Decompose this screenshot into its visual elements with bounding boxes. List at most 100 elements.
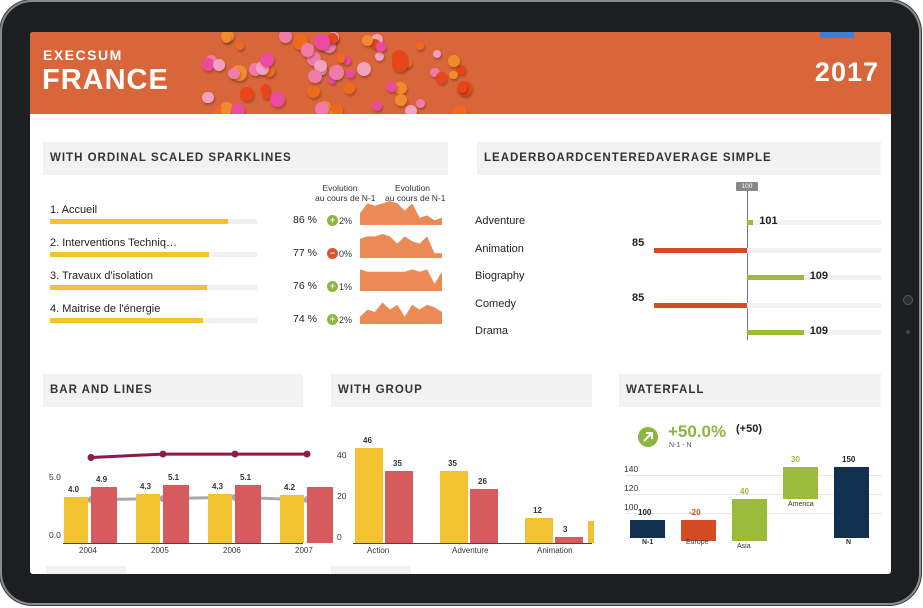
confetti-dot [201, 58, 215, 71]
confetti-block [820, 32, 854, 38]
confetti-dot [279, 32, 292, 44]
group-bar-a-label: 35 [448, 458, 457, 468]
waterfall-title: WATERFALL [626, 384, 705, 396]
camera-icon [904, 296, 912, 304]
leaderboard-value: 101 [759, 215, 778, 227]
confetti-dot [240, 87, 254, 101]
sparkline-row-value: 74 % [293, 313, 317, 325]
confetti-dot [369, 39, 380, 50]
x-axis-label: 2005 [151, 546, 169, 555]
sparkline-row-label: 2. Interventions Techniq… [50, 237, 177, 249]
confetti-dot [449, 71, 458, 80]
confetti-dot [326, 33, 338, 45]
leaderboard-bar [747, 275, 804, 280]
leaderboard-bar [654, 302, 747, 308]
x-axis-line [63, 543, 303, 544]
leaderboard-row-label: Animation [475, 242, 524, 255]
x-axis-label: Action [367, 546, 390, 555]
leaderboard-value: 109 [809, 270, 829, 282]
x-axis-line [353, 543, 592, 544]
sparklines-title: WITH ORDINAL SCALED SPARKLINES [50, 152, 292, 164]
top-line [90, 452, 307, 459]
confetti-dot [329, 104, 344, 114]
confetti-dot [213, 58, 226, 71]
leaderboard-title-band: LEADERBOARDCENTEREDAVERAGE SIMPLE [477, 142, 881, 175]
group-bar-b [385, 470, 413, 543]
confetti-dot [392, 56, 408, 72]
waterfall-step-value: 40 [740, 486, 749, 496]
sparkline-row-delta: 0% [339, 249, 353, 259]
waterfall-step-label: Europe [686, 539, 709, 546]
confetti-dot [395, 93, 408, 106]
arrow-up-right-icon [638, 427, 658, 447]
confetti-dot [337, 54, 346, 63]
sparklines-col1-header: Evolution au cours de N-1 [315, 183, 376, 203]
waterfall-step-bar [783, 467, 818, 499]
group-bar-b-label: 35 [393, 458, 402, 468]
dashboard-screen: EXECSUM FRANCE 2017 WITH ORDINAL SCALED … [30, 32, 891, 574]
group-bar-a [525, 518, 553, 543]
waterfall-title-band: WATERFALL [619, 374, 881, 407]
sparkline-area [360, 302, 442, 324]
sparkline-path [360, 201, 442, 225]
leaderboard-row-track [747, 247, 881, 253]
col1-line2: au cours de N-1 [315, 193, 376, 203]
next-band-stub-2 [331, 566, 411, 574]
sparkline-row-bar [50, 252, 209, 257]
plus-circle-icon: + [327, 314, 338, 325]
group-bar-b [555, 536, 583, 543]
sparkline-row-bar [50, 285, 207, 290]
country-title: FRANCE [42, 64, 169, 96]
confetti-dot [451, 105, 467, 114]
confetti-dot [415, 42, 425, 51]
average-axis [747, 190, 748, 340]
leaderboard-row-track [747, 302, 881, 308]
confetti-dot [301, 43, 315, 57]
top-line-point [159, 450, 167, 458]
confetti-dot [415, 98, 426, 108]
bar-yellow [136, 493, 160, 543]
confetti-dot [259, 52, 275, 68]
sparkline-row-bar [50, 219, 228, 224]
bar-yellow [280, 495, 304, 543]
sparkline-area [360, 201, 442, 225]
group-bar-a-label: 46 [363, 435, 372, 445]
group-bar-a [440, 470, 468, 543]
plus-circle-icon: + [327, 281, 338, 292]
sparkline-row-delta: 1% [339, 282, 353, 292]
waterfall-step-value: 100 [638, 508, 652, 517]
sparkline-path [360, 234, 442, 258]
y-axis-label: 0 [337, 532, 342, 542]
y-axis-label: 5.0 [49, 472, 61, 482]
confetti-dot [375, 42, 386, 52]
bar-lines-title-band: BAR AND LINES [43, 374, 303, 407]
sparkline-area [360, 269, 442, 291]
confetti-dot [228, 68, 240, 80]
plus-circle-icon: + [327, 215, 338, 226]
confetti-dot [356, 61, 371, 76]
bar-red [91, 487, 117, 543]
sensor-icon [906, 330, 910, 334]
confetti-dot [221, 33, 232, 44]
sparkline-row-delta: 2% [339, 216, 353, 226]
confetti-dot [327, 75, 337, 85]
confetti-dot [371, 101, 382, 111]
waterfall-step-value: 150 [842, 455, 856, 464]
sparkline-area [360, 234, 442, 258]
waterfall-step-value: -20 [689, 508, 701, 517]
group-bar-a [588, 521, 594, 543]
gridline [626, 475, 882, 476]
confetti-dot [448, 55, 460, 67]
sparkline-row-value: 77 % [293, 247, 317, 259]
leaderboard-value: 85 [632, 236, 645, 249]
confetti-dot [261, 90, 271, 100]
group-bar-b [470, 489, 498, 543]
confetti-dot [308, 69, 322, 84]
bar-lines-title: BAR AND LINES [50, 384, 153, 396]
confetti-dot [394, 81, 407, 95]
waterfall-step-label: Asia [737, 543, 751, 551]
y-axis-label: 40 [337, 450, 347, 460]
confetti-dot [433, 50, 442, 59]
confetti-dot [344, 82, 356, 94]
confetti-dot [342, 55, 352, 65]
